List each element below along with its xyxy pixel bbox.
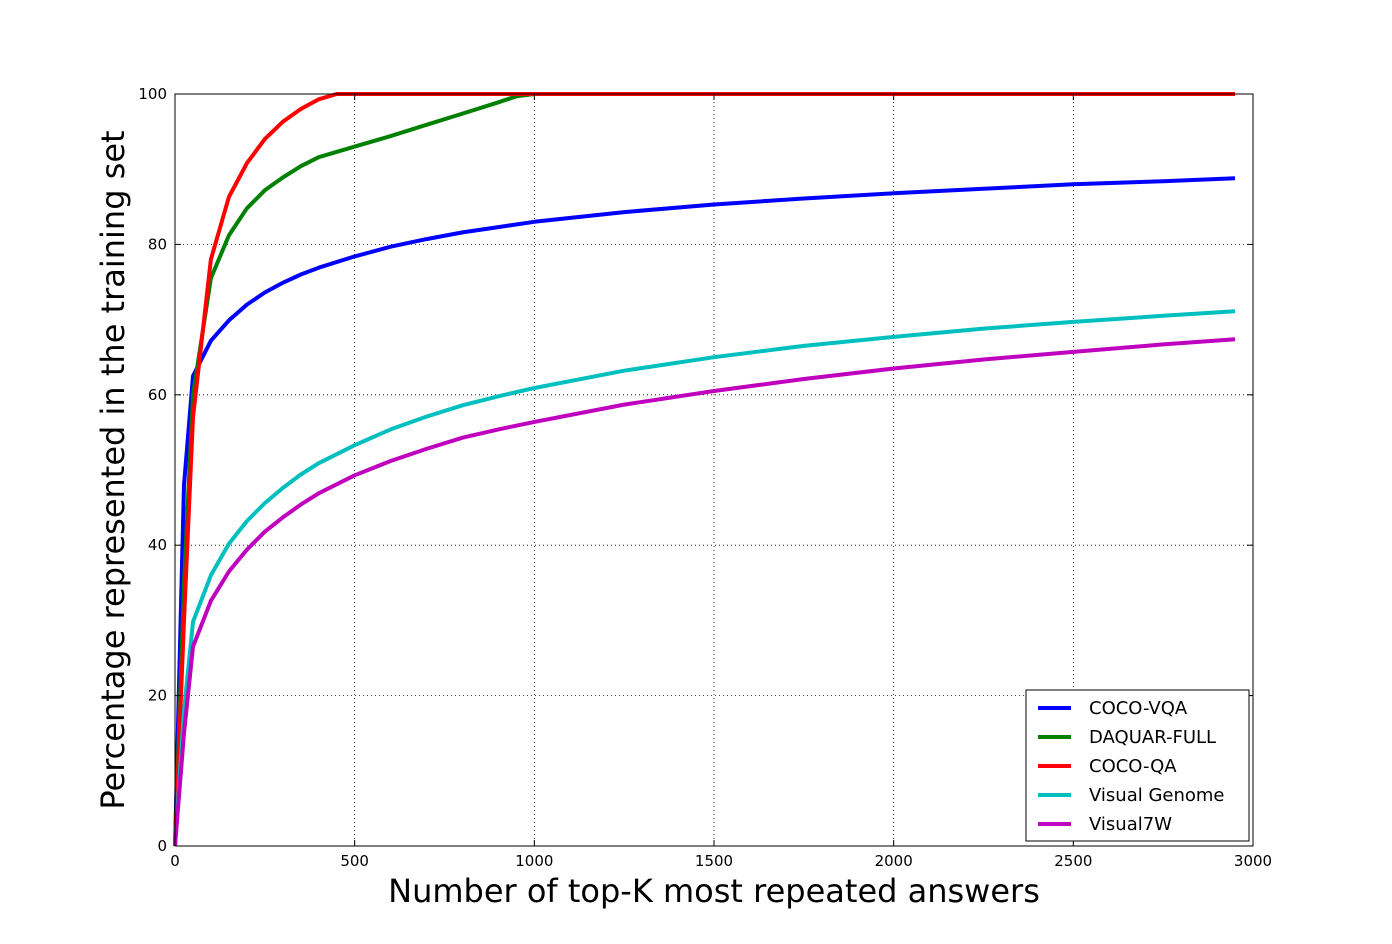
y-tick-label: 20	[148, 687, 167, 705]
x-tick-label: 3000	[1234, 852, 1272, 870]
y-tick-label: 80	[148, 235, 167, 253]
axis-ticks: 0 500 1000 1500 2000 2500 3000 0 20 40 60 80 100	[138, 85, 1272, 870]
legend-label-visual-genome: Visual Genome	[1089, 785, 1225, 806]
x-tick-label: 0	[170, 852, 180, 870]
y-tick-label: 60	[148, 386, 167, 404]
legend-label-daquar-full: DAQUAR-FULL	[1089, 727, 1216, 748]
y-tick-label: 100	[138, 85, 167, 103]
x-tick-label: 500	[340, 852, 369, 870]
x-tick-label: 2000	[875, 852, 913, 870]
series-line-visual7w	[173, 337, 1236, 847]
x-tick-label: 2500	[1054, 852, 1092, 870]
legend-label-visual7w: Visual7W	[1089, 814, 1172, 835]
x-axis-label: Number of top-K most repeated answers	[388, 872, 1040, 910]
series-line-coco-vqa	[173, 176, 1236, 847]
y-axis-label: Percentage represented in the training s…	[94, 130, 132, 809]
legend-label-coco-qa: COCO-QA	[1089, 756, 1177, 777]
series-line-visual-genome	[173, 309, 1236, 847]
y-tick-label: 0	[157, 837, 167, 855]
legend: COCO-VQA DAQUAR-FULL COCO-QA Visual Genome V…	[1025, 689, 1250, 842]
legend-label-coco-vqa: COCO-VQA	[1089, 698, 1188, 719]
x-tick-label: 1000	[515, 852, 553, 870]
y-tick-label: 40	[148, 536, 167, 554]
x-tick-label: 1500	[695, 852, 733, 870]
